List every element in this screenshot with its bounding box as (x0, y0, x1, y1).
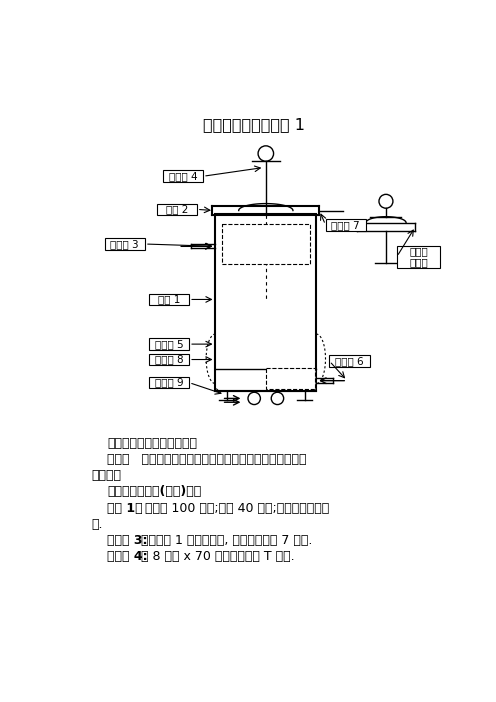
Bar (149, 338, 189, 350)
Text: 炉体 1：: 炉体 1： (107, 502, 142, 515)
Bar (222, 225, 310, 265)
Text: 进风口 6: 进风口 6 (335, 356, 364, 366)
Text: 出灰口 9: 出灰口 9 (155, 378, 183, 388)
Bar (215, 213, 316, 391)
Text: 炉盖和
插料杆: 炉盖和 插料杆 (409, 246, 428, 267)
Text: 出气口 3:: 出气口 3: (107, 534, 147, 547)
Text: 炉体高 100 厘米;直径 40 厘米;三毫米厚铁板焊: 炉体高 100 厘米;直径 40 厘米;三毫米厚铁板焊 (128, 502, 329, 515)
Text: 出气口 3: 出气口 3 (111, 239, 139, 249)
Text: 用 8 毫米 x 70 厘米钢筋做成 T 字型.: 用 8 毫米 x 70 厘米钢筋做成 T 字型. (133, 550, 295, 563)
Bar (149, 377, 189, 388)
Text: 成.: 成. (91, 518, 103, 531)
Text: 这是一款秸秆气化炉简图。: 这是一款秸秆气化炉简图。 (107, 437, 197, 450)
Text: 出气口是 1 寸管短接头, 焊接在水封槽 7 下方.: 出气口是 1 寸管短接头, 焊接在水封槽 7 下方. (133, 534, 312, 547)
Text: 插料杆 4: 插料杆 4 (169, 171, 197, 181)
Text: 二、秸秆气化炉(简图)说明: 二、秸秆气化炉(简图)说明 (107, 485, 201, 498)
Text: 水封槽 7: 水封槽 7 (331, 220, 360, 230)
Bar (266, 368, 314, 389)
Text: 都具备；: 都具备； (91, 469, 122, 482)
Text: 炉体 1: 炉体 1 (158, 294, 180, 305)
Bar (325, 219, 366, 230)
Bar (329, 355, 370, 367)
Bar (149, 293, 189, 305)
Text: 一、秸秆气化炉简图 1: 一、秸秆气化炉简图 1 (203, 117, 305, 132)
Bar (397, 246, 440, 267)
Text: 保温层 5: 保温层 5 (155, 339, 183, 349)
Bar (157, 204, 197, 215)
Bar (163, 171, 203, 182)
Bar (105, 238, 145, 250)
Text: 优点：   目前各种品牌秸秆气化炉商们宣扬的优点我的小炉: 优点： 目前各种品牌秸秆气化炉商们宣扬的优点我的小炉 (107, 453, 307, 466)
Text: 插料杆 4:: 插料杆 4: (107, 550, 148, 563)
Text: 炉盖 2: 炉盖 2 (166, 204, 188, 214)
Bar (149, 354, 189, 365)
Text: 落灰坑 8: 落灰坑 8 (155, 355, 183, 364)
